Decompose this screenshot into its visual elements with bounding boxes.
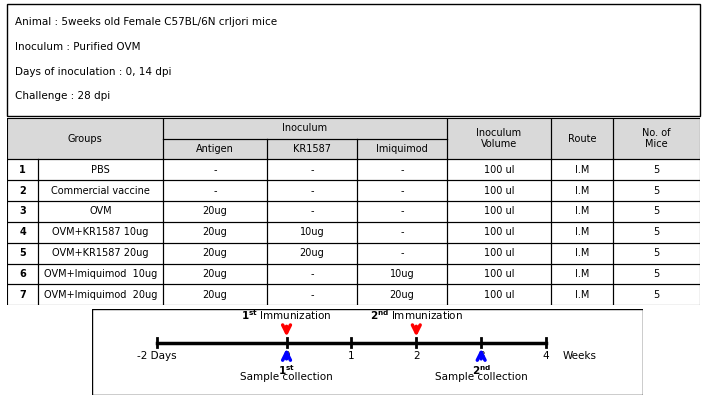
Bar bbox=[163, 118, 447, 138]
Text: Inoculum
Volume: Inoculum Volume bbox=[477, 128, 522, 149]
Text: 20ug: 20ug bbox=[390, 290, 414, 300]
Text: -: - bbox=[400, 186, 404, 196]
Text: Sample collection: Sample collection bbox=[240, 372, 333, 382]
Text: 20ug: 20ug bbox=[202, 248, 228, 258]
Text: -: - bbox=[310, 186, 314, 196]
Text: Challenge : 28 dpi: Challenge : 28 dpi bbox=[16, 91, 110, 101]
Text: I.M: I.M bbox=[575, 206, 590, 217]
Text: 100 ul: 100 ul bbox=[484, 227, 514, 237]
Bar bbox=[267, 138, 357, 159]
Text: KR1587: KR1587 bbox=[293, 144, 331, 154]
Text: 2: 2 bbox=[19, 186, 26, 196]
Text: Groups: Groups bbox=[68, 134, 103, 144]
Text: 2: 2 bbox=[413, 352, 420, 361]
Text: $\mathbf{2^{nd}}$: $\mathbf{2^{nd}}$ bbox=[472, 363, 491, 377]
Text: OVM+KR1587 10ug: OVM+KR1587 10ug bbox=[52, 227, 148, 237]
Text: 10ug: 10ug bbox=[300, 227, 325, 237]
Text: 1: 1 bbox=[19, 165, 26, 175]
Text: $\mathbf{2^{nd}}$ Immunization: $\mathbf{2^{nd}}$ Immunization bbox=[370, 308, 463, 322]
Text: Antigen: Antigen bbox=[196, 144, 234, 154]
Text: PBS: PBS bbox=[91, 165, 110, 175]
Text: 6: 6 bbox=[19, 269, 26, 279]
Text: 5: 5 bbox=[19, 248, 26, 258]
Text: Inoculum : Purified OVM: Inoculum : Purified OVM bbox=[16, 42, 141, 52]
Text: Commercial vaccine: Commercial vaccine bbox=[51, 186, 150, 196]
Bar bbox=[163, 138, 267, 159]
Bar bbox=[614, 118, 700, 159]
Text: Inoculum: Inoculum bbox=[282, 123, 327, 133]
Text: 3: 3 bbox=[19, 206, 26, 217]
Text: 1: 1 bbox=[348, 352, 355, 361]
Text: 100 ul: 100 ul bbox=[484, 186, 514, 196]
Bar bbox=[551, 118, 614, 159]
Text: $\mathbf{1^{st}}$ Immunization: $\mathbf{1^{st}}$ Immunization bbox=[241, 308, 332, 322]
Text: 5: 5 bbox=[653, 227, 660, 237]
Text: 5: 5 bbox=[653, 248, 660, 258]
Text: 100 ul: 100 ul bbox=[484, 269, 514, 279]
Text: I.M: I.M bbox=[575, 227, 590, 237]
Text: Imiquimod: Imiquimod bbox=[376, 144, 428, 154]
Text: $\mathbf{1^{st}}$: $\mathbf{1^{st}}$ bbox=[278, 363, 295, 377]
Text: 20ug: 20ug bbox=[202, 227, 228, 237]
Text: 20ug: 20ug bbox=[300, 248, 325, 258]
Text: -: - bbox=[310, 206, 314, 217]
Text: -: - bbox=[310, 269, 314, 279]
Text: 4: 4 bbox=[543, 352, 549, 361]
Text: 5: 5 bbox=[653, 186, 660, 196]
Text: 100 ul: 100 ul bbox=[484, 165, 514, 175]
Text: 0: 0 bbox=[284, 352, 290, 361]
Text: Weeks: Weeks bbox=[562, 352, 596, 361]
Text: -: - bbox=[214, 165, 216, 175]
Text: -: - bbox=[310, 290, 314, 300]
Text: I.M: I.M bbox=[575, 269, 590, 279]
Text: 7: 7 bbox=[19, 290, 26, 300]
Text: -: - bbox=[310, 165, 314, 175]
Text: -: - bbox=[400, 248, 404, 258]
Text: I.M: I.M bbox=[575, 248, 590, 258]
Text: 3: 3 bbox=[478, 352, 484, 361]
Text: 5: 5 bbox=[653, 290, 660, 300]
Text: -: - bbox=[400, 165, 404, 175]
Text: -: - bbox=[214, 186, 216, 196]
Text: 100 ul: 100 ul bbox=[484, 248, 514, 258]
Text: I.M: I.M bbox=[575, 290, 590, 300]
Text: OVM: OVM bbox=[89, 206, 112, 217]
Text: I.M: I.M bbox=[575, 186, 590, 196]
Text: 5: 5 bbox=[653, 206, 660, 217]
Text: 20ug: 20ug bbox=[202, 206, 228, 217]
Bar bbox=[7, 118, 163, 159]
Text: OVM+Imiquimod  10ug: OVM+Imiquimod 10ug bbox=[44, 269, 157, 279]
Text: 5: 5 bbox=[653, 165, 660, 175]
Text: 100 ul: 100 ul bbox=[484, 206, 514, 217]
Text: OVM+KR1587 20ug: OVM+KR1587 20ug bbox=[52, 248, 149, 258]
Text: -: - bbox=[400, 206, 404, 217]
Text: 4: 4 bbox=[19, 227, 26, 237]
Bar bbox=[447, 118, 551, 159]
Text: Animal : 5weeks old Female C57BL/6N crljori mice: Animal : 5weeks old Female C57BL/6N crlj… bbox=[16, 18, 278, 28]
Text: 5: 5 bbox=[653, 269, 660, 279]
Text: OVM+Imiquimod  20ug: OVM+Imiquimod 20ug bbox=[44, 290, 157, 300]
Text: 20ug: 20ug bbox=[202, 269, 228, 279]
Text: -2 Days: -2 Days bbox=[137, 352, 177, 361]
Text: No. of
Mice: No. of Mice bbox=[643, 128, 671, 149]
Text: 10ug: 10ug bbox=[390, 269, 414, 279]
Text: Days of inoculation : 0, 14 dpi: Days of inoculation : 0, 14 dpi bbox=[16, 67, 172, 77]
Text: 100 ul: 100 ul bbox=[484, 290, 514, 300]
Text: -: - bbox=[400, 227, 404, 237]
Text: Sample collection: Sample collection bbox=[435, 372, 527, 382]
Text: Route: Route bbox=[568, 134, 597, 144]
Text: 20ug: 20ug bbox=[202, 290, 228, 300]
Text: I.M: I.M bbox=[575, 165, 590, 175]
Bar bbox=[357, 138, 447, 159]
